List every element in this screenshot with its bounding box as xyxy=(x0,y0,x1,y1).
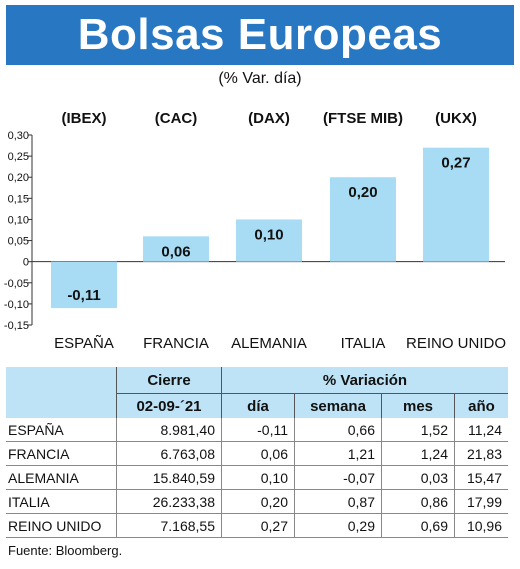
header-dia: día xyxy=(221,393,295,418)
category-label: ITALIA xyxy=(341,335,386,352)
category-label: REINO UNIDO xyxy=(406,335,506,352)
header-sub-blank xyxy=(6,393,117,418)
cell-semana: 0,66 xyxy=(294,418,382,442)
bar-chart: 0,30 0,25 0,20 0,15 0,10 0,05 0 -0,05 -0,10 -0,15… xyxy=(4,110,506,352)
cell-cierre: 15.840,59 xyxy=(116,465,222,490)
y-tick-label: 0,25 xyxy=(8,151,29,163)
cell-ano: 21,83 xyxy=(454,441,508,466)
cell-semana: 0,87 xyxy=(294,489,382,514)
cell-semana: -0,07 xyxy=(294,465,382,490)
y-tick-label: -0,10 xyxy=(4,299,29,311)
cell-mes: 0,86 xyxy=(381,489,455,514)
market-table: Cierre % Variación 02-09-´21 día semana … xyxy=(6,367,508,538)
cell-mes: 1,52 xyxy=(381,418,455,442)
table-row: ITALIA 26.233,38 0,20 0,87 0,86 17,99 xyxy=(6,489,508,514)
cell-name: REINO UNIDO xyxy=(6,513,117,538)
cell-cierre: 8.981,40 xyxy=(116,418,222,442)
cell-cierre: 26.233,38 xyxy=(116,489,222,514)
index-label: (CAC) xyxy=(155,110,198,127)
chart-subtitle: (% Var. día) xyxy=(218,70,302,87)
table-row: REINO UNIDO 7.168,55 0,27 0,29 0,69 10,96 xyxy=(6,513,508,538)
chart-title: Bolsas Europeas xyxy=(77,10,443,59)
header-semana: semana xyxy=(294,393,382,418)
bar-value-label: 0,20 xyxy=(348,184,377,201)
header-variacion: % Variación xyxy=(221,367,508,394)
bar-value-label: 0,27 xyxy=(441,155,470,172)
title-banner: Bolsas Europeas xyxy=(6,5,514,65)
header-date: 02-09-´21 xyxy=(116,393,222,418)
index-label: (IBEX) xyxy=(62,110,107,127)
index-label: (FTSE MIB) xyxy=(323,110,403,127)
y-tick-label: 0,20 xyxy=(8,172,29,184)
cell-mes: 0,69 xyxy=(381,513,455,538)
y-tick-label: -0,05 xyxy=(4,278,29,290)
cell-dia: 0,10 xyxy=(221,465,295,490)
table-row: FRANCIA 6.763,08 0,06 1,21 1,24 21,83 xyxy=(6,441,508,466)
cell-ano: 15,47 xyxy=(454,465,508,490)
cell-name: ALEMANIA xyxy=(6,465,117,490)
y-tick-label: 0,10 xyxy=(8,214,29,226)
table-row: ESPAÑA 8.981,40 -0,11 0,66 1,52 11,24 xyxy=(6,418,508,442)
y-tick-label: 0,05 xyxy=(8,236,29,248)
cell-cierre: 6.763,08 xyxy=(116,441,222,466)
category-label: ALEMANIA xyxy=(231,335,307,352)
bar-value-label: 0,06 xyxy=(161,243,190,260)
bar xyxy=(236,219,302,262)
y-tick-label: 0 xyxy=(23,257,29,269)
header-mes: mes xyxy=(381,393,455,418)
cell-name: ITALIA xyxy=(6,489,117,514)
category-label: ESPAÑA xyxy=(54,335,114,352)
cell-semana: 0,29 xyxy=(294,513,382,538)
cell-mes: 1,24 xyxy=(381,441,455,466)
cell-dia: 0,06 xyxy=(221,441,295,466)
table-header-sub: 02-09-´21 día semana mes año xyxy=(6,393,508,418)
header-cierre: Cierre xyxy=(116,367,222,394)
y-tick-label: 0,30 xyxy=(8,130,29,142)
cell-dia: 0,20 xyxy=(221,489,295,514)
bar-value-label: -0,11 xyxy=(67,287,100,304)
cell-mes: 0,03 xyxy=(381,465,455,490)
header-ano: año xyxy=(454,393,508,418)
index-label: (DAX) xyxy=(248,110,290,127)
cell-dia: 0,27 xyxy=(221,513,295,538)
cell-cierre: 7.168,55 xyxy=(116,513,222,538)
cell-ano: 10,96 xyxy=(454,513,508,538)
cell-ano: 17,99 xyxy=(454,489,508,514)
bar xyxy=(423,147,489,262)
bar xyxy=(51,261,117,309)
bar xyxy=(143,236,209,262)
cell-ano: 11,24 xyxy=(454,418,508,442)
bar-value-label: 0,10 xyxy=(254,226,283,243)
index-label: (UKX) xyxy=(435,110,477,127)
bar xyxy=(330,177,396,262)
category-label: FRANCIA xyxy=(143,335,209,352)
header-blank xyxy=(6,367,117,394)
y-tick-label: -0,15 xyxy=(4,320,29,332)
table-row: ALEMANIA 15.840,59 0,10 -0,07 0,03 15,47 xyxy=(6,465,508,490)
cell-semana: 1,21 xyxy=(294,441,382,466)
source-note: Fuente: Bloomberg. xyxy=(8,543,123,558)
cell-name: FRANCIA xyxy=(6,441,117,466)
cell-name: ESPAÑA xyxy=(6,418,117,442)
cell-dia: -0,11 xyxy=(221,418,295,442)
y-tick-label: 0,15 xyxy=(8,193,29,205)
table-header-top: Cierre % Variación xyxy=(6,367,508,394)
